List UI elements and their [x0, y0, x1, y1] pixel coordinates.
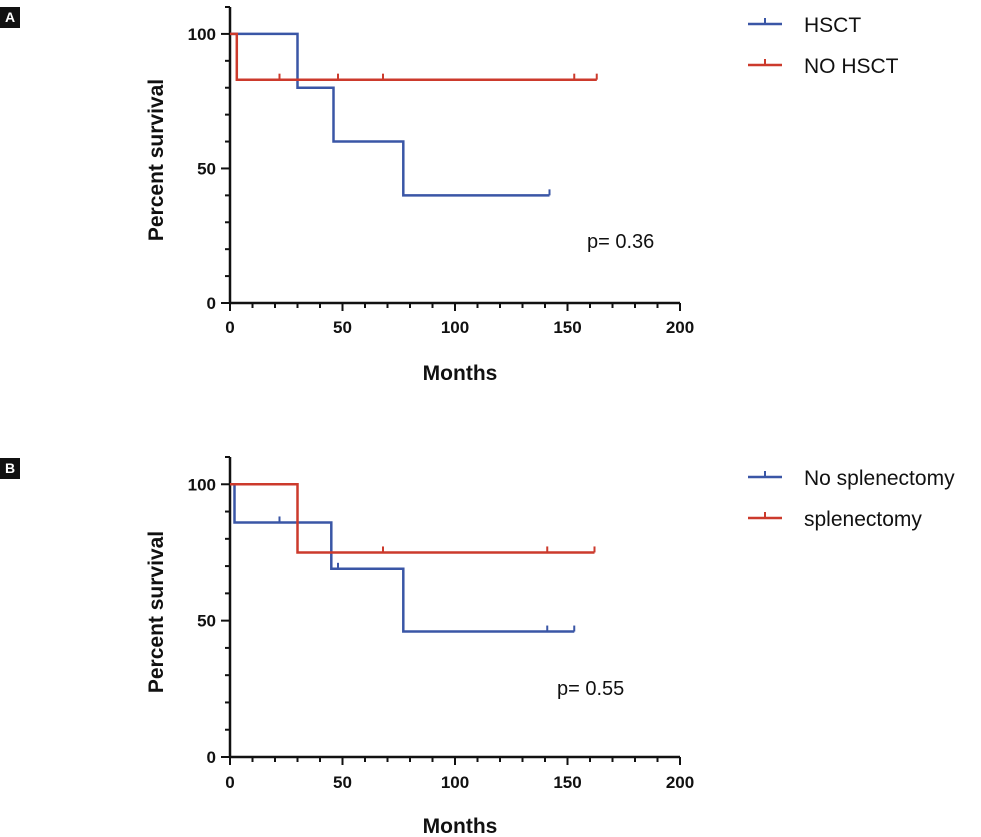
survival-chart-b: 0 50 100 150 200 0 50 100 Months Percent survival…: [145, 456, 955, 837]
x-tick-label: 50: [333, 318, 352, 337]
y-tick-label: 50: [197, 612, 216, 631]
x-axis-title: Months: [423, 362, 498, 385]
x-tick-label: 200: [666, 773, 694, 792]
x-tick-label: 0: [225, 773, 234, 792]
y-tick-label: 50: [197, 159, 216, 178]
y-axis-title: Percent survival: [145, 79, 168, 241]
panel-label-b: B: [0, 458, 20, 479]
y-tick-label: 100: [188, 475, 216, 494]
p-value-annotation: p= 0.36: [587, 231, 654, 253]
y-tick-label: 100: [188, 25, 216, 44]
p-value-annotation: p= 0.55: [557, 678, 624, 700]
y-axis-title: Percent survival: [145, 531, 168, 693]
x-tick-label: 0: [225, 318, 234, 337]
series-line-no-hsct: [230, 32, 597, 81]
series-line-no-splenectomy: [230, 483, 575, 633]
x-tick-label: 100: [441, 318, 469, 337]
x-axis-title: Months: [423, 815, 498, 837]
y-tick-label: 0: [207, 748, 216, 767]
legend-label: NO HSCT: [804, 55, 899, 78]
x-tick-label: 100: [441, 773, 469, 792]
series-line-hsct: [230, 32, 550, 197]
y-tick-label: 0: [207, 294, 216, 313]
legend-label: HSCT: [804, 14, 861, 37]
panel-label-a: A: [0, 7, 20, 28]
series-line-splenectomy: [230, 483, 595, 554]
survival-chart-a: 0 50 100 150 200 0 50 100 Months Percent survival…: [145, 6, 899, 385]
x-tick-label: 150: [553, 773, 581, 792]
legend-label: splenectomy: [804, 508, 922, 531]
x-tick-label: 150: [553, 318, 581, 337]
x-tick-label: 50: [333, 773, 352, 792]
legend-label: No splenectomy: [804, 467, 955, 490]
x-tick-label: 200: [666, 318, 694, 337]
